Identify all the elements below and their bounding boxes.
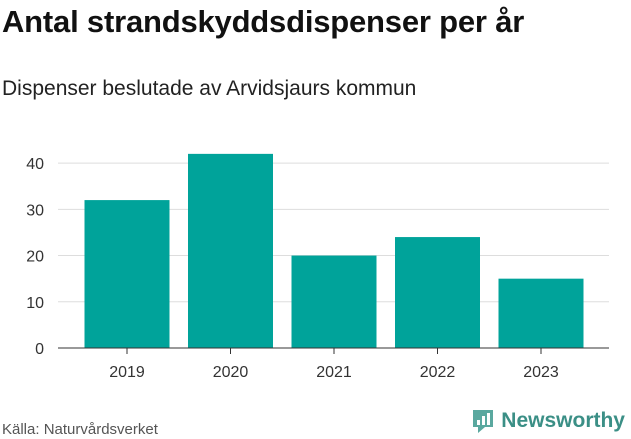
y-axis-ticks: 0 10 20 30 40 bbox=[26, 156, 44, 358]
x-tick-label: 2021 bbox=[316, 364, 352, 381]
bar-2023 bbox=[498, 278, 584, 348]
newsworthy-logo: Newsworthy bbox=[471, 408, 625, 434]
y-tick-label: 30 bbox=[26, 202, 44, 219]
x-tick-label: 2023 bbox=[523, 364, 559, 381]
bar-2020 bbox=[188, 153, 273, 348]
bar-2019 bbox=[84, 200, 170, 348]
brand-name: Newsworthy bbox=[501, 409, 625, 432]
y-tick-label: 40 bbox=[26, 156, 44, 173]
x-tick-label: 2019 bbox=[109, 364, 145, 381]
bar-2021 bbox=[291, 255, 377, 348]
bars bbox=[84, 153, 584, 348]
y-tick-label: 10 bbox=[26, 295, 44, 312]
x-tick-label: 2020 bbox=[213, 364, 249, 381]
y-tick-label: 20 bbox=[26, 249, 44, 266]
chart-subtitle: Dispenser beslutade av Arvidsjaurs kommu… bbox=[2, 77, 417, 100]
bar-2022 bbox=[395, 237, 480, 348]
x-axis-ticks: 2019 2020 2021 2022 2023 bbox=[109, 348, 559, 381]
newsworthy-chart-icon bbox=[473, 410, 494, 433]
x-tick-label: 2022 bbox=[420, 364, 456, 381]
chart-title: Antal strandskyddsdispenser per år bbox=[2, 4, 525, 39]
y-tick-label: 0 bbox=[35, 341, 44, 358]
source-note: Källa: Naturvårdsverket bbox=[2, 421, 158, 438]
